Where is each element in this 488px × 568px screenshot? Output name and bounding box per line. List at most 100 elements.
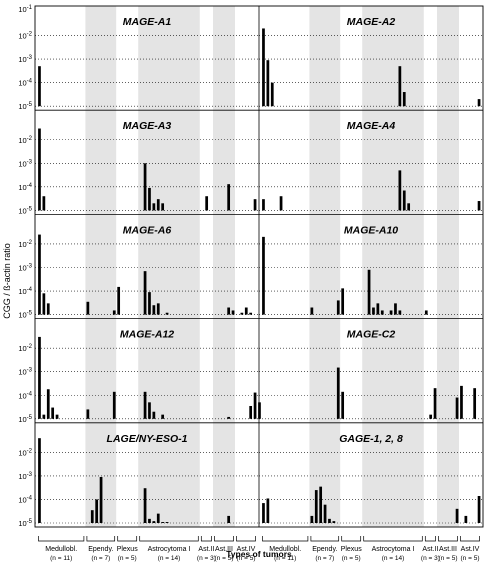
bar <box>156 513 160 523</box>
group-bracket <box>363 536 423 542</box>
group-label: Ast.II <box>198 546 214 553</box>
bar <box>314 490 318 523</box>
bar <box>407 203 411 211</box>
bar <box>148 187 151 211</box>
y-tick-label: 10-4 <box>18 79 32 88</box>
bar <box>332 521 336 523</box>
bar <box>143 488 147 523</box>
group-label: Plexus <box>341 546 363 553</box>
group-count: (n = 5) <box>237 555 256 562</box>
bar <box>38 66 41 107</box>
panel-title: MAGE-A4 <box>347 120 396 132</box>
group-label: Ependy. <box>312 546 337 553</box>
bar <box>95 499 99 523</box>
bar <box>86 409 90 419</box>
y-tick-label: 10-4 <box>18 495 32 504</box>
bar <box>205 196 209 211</box>
group-bracket <box>341 536 362 542</box>
bar <box>402 190 406 211</box>
group-bracket <box>262 536 309 542</box>
bar <box>455 508 459 523</box>
group-count: (n = 7) <box>315 555 334 562</box>
bar <box>227 515 231 523</box>
group-label: Ast.III <box>215 546 233 553</box>
bar <box>266 498 270 523</box>
group-bracket <box>310 536 340 542</box>
group-bracket <box>200 536 212 542</box>
panel-title: MAGE-A12 <box>120 329 174 341</box>
bar <box>249 312 253 315</box>
bar <box>341 288 345 315</box>
bar <box>156 199 160 211</box>
group-label: Medullobl. <box>269 546 301 553</box>
y-tick-label: 10-3 <box>18 55 32 64</box>
panel-title: MAGE-A6 <box>123 224 172 236</box>
bar <box>42 196 46 211</box>
bar <box>258 402 261 419</box>
panel-title: MAGE-A2 <box>347 16 396 28</box>
bar <box>310 307 314 315</box>
bar <box>394 303 397 315</box>
group-shade-band <box>309 6 341 527</box>
group-shade-band <box>85 6 117 527</box>
bar <box>376 303 380 315</box>
bar <box>152 305 156 315</box>
y-tick-label: 10-4 <box>18 287 32 296</box>
bar <box>455 397 459 419</box>
bar <box>319 486 323 523</box>
group-label: Ast.IV <box>461 546 480 553</box>
bar <box>389 310 393 315</box>
bar <box>148 292 151 315</box>
y-tick-label: 10-3 <box>18 368 32 377</box>
group-bracket <box>438 536 458 542</box>
bar <box>336 300 340 315</box>
bar <box>266 60 270 107</box>
bar <box>262 199 265 211</box>
bar <box>424 310 428 315</box>
panel-title: MAGE-C2 <box>347 329 396 341</box>
group-bracket <box>214 536 234 542</box>
group-count: (n = 11) <box>274 555 296 562</box>
group-count: (n = 5) <box>215 555 234 562</box>
bar <box>152 203 156 211</box>
y-tick-label: 10-5 <box>18 415 32 424</box>
group-bracket <box>424 536 436 542</box>
y-tick-label: 10-5 <box>18 102 32 111</box>
bar <box>398 66 402 107</box>
bar <box>38 128 41 211</box>
bar <box>161 414 165 419</box>
group-shade-band <box>213 6 235 527</box>
y-tick-label: 10-2 <box>18 344 32 353</box>
y-tick-label: 10-2 <box>18 136 32 145</box>
group-count: (n = 14) <box>382 555 405 562</box>
bar <box>249 405 253 419</box>
bar <box>336 367 340 419</box>
bar <box>42 293 46 315</box>
bar <box>51 407 55 419</box>
bar <box>46 303 50 315</box>
bar <box>270 82 274 107</box>
bar <box>310 515 314 523</box>
y-tick-label: 10-5 <box>18 206 32 215</box>
y-axis-label: CGG / ß-actin ratio <box>2 243 12 319</box>
bar <box>112 391 116 419</box>
bar <box>477 201 481 211</box>
group-bracket <box>139 536 199 542</box>
plot-frame <box>34 5 484 528</box>
group-shade-band <box>362 6 424 527</box>
y-tick-label: 10-2 <box>18 448 32 457</box>
bar <box>46 389 50 419</box>
bar <box>90 510 94 523</box>
bar <box>148 518 151 523</box>
group-shade-band <box>138 6 200 527</box>
bar <box>38 438 41 523</box>
group-label: Ast.III <box>439 546 457 553</box>
bar <box>156 303 160 315</box>
panel-title: MAGE-A3 <box>123 120 172 132</box>
group-label: Astrocytoma I <box>148 546 191 553</box>
bar <box>460 385 463 419</box>
bar <box>328 518 331 523</box>
bar <box>323 504 327 523</box>
y-tick-label: 10-3 <box>18 159 32 168</box>
